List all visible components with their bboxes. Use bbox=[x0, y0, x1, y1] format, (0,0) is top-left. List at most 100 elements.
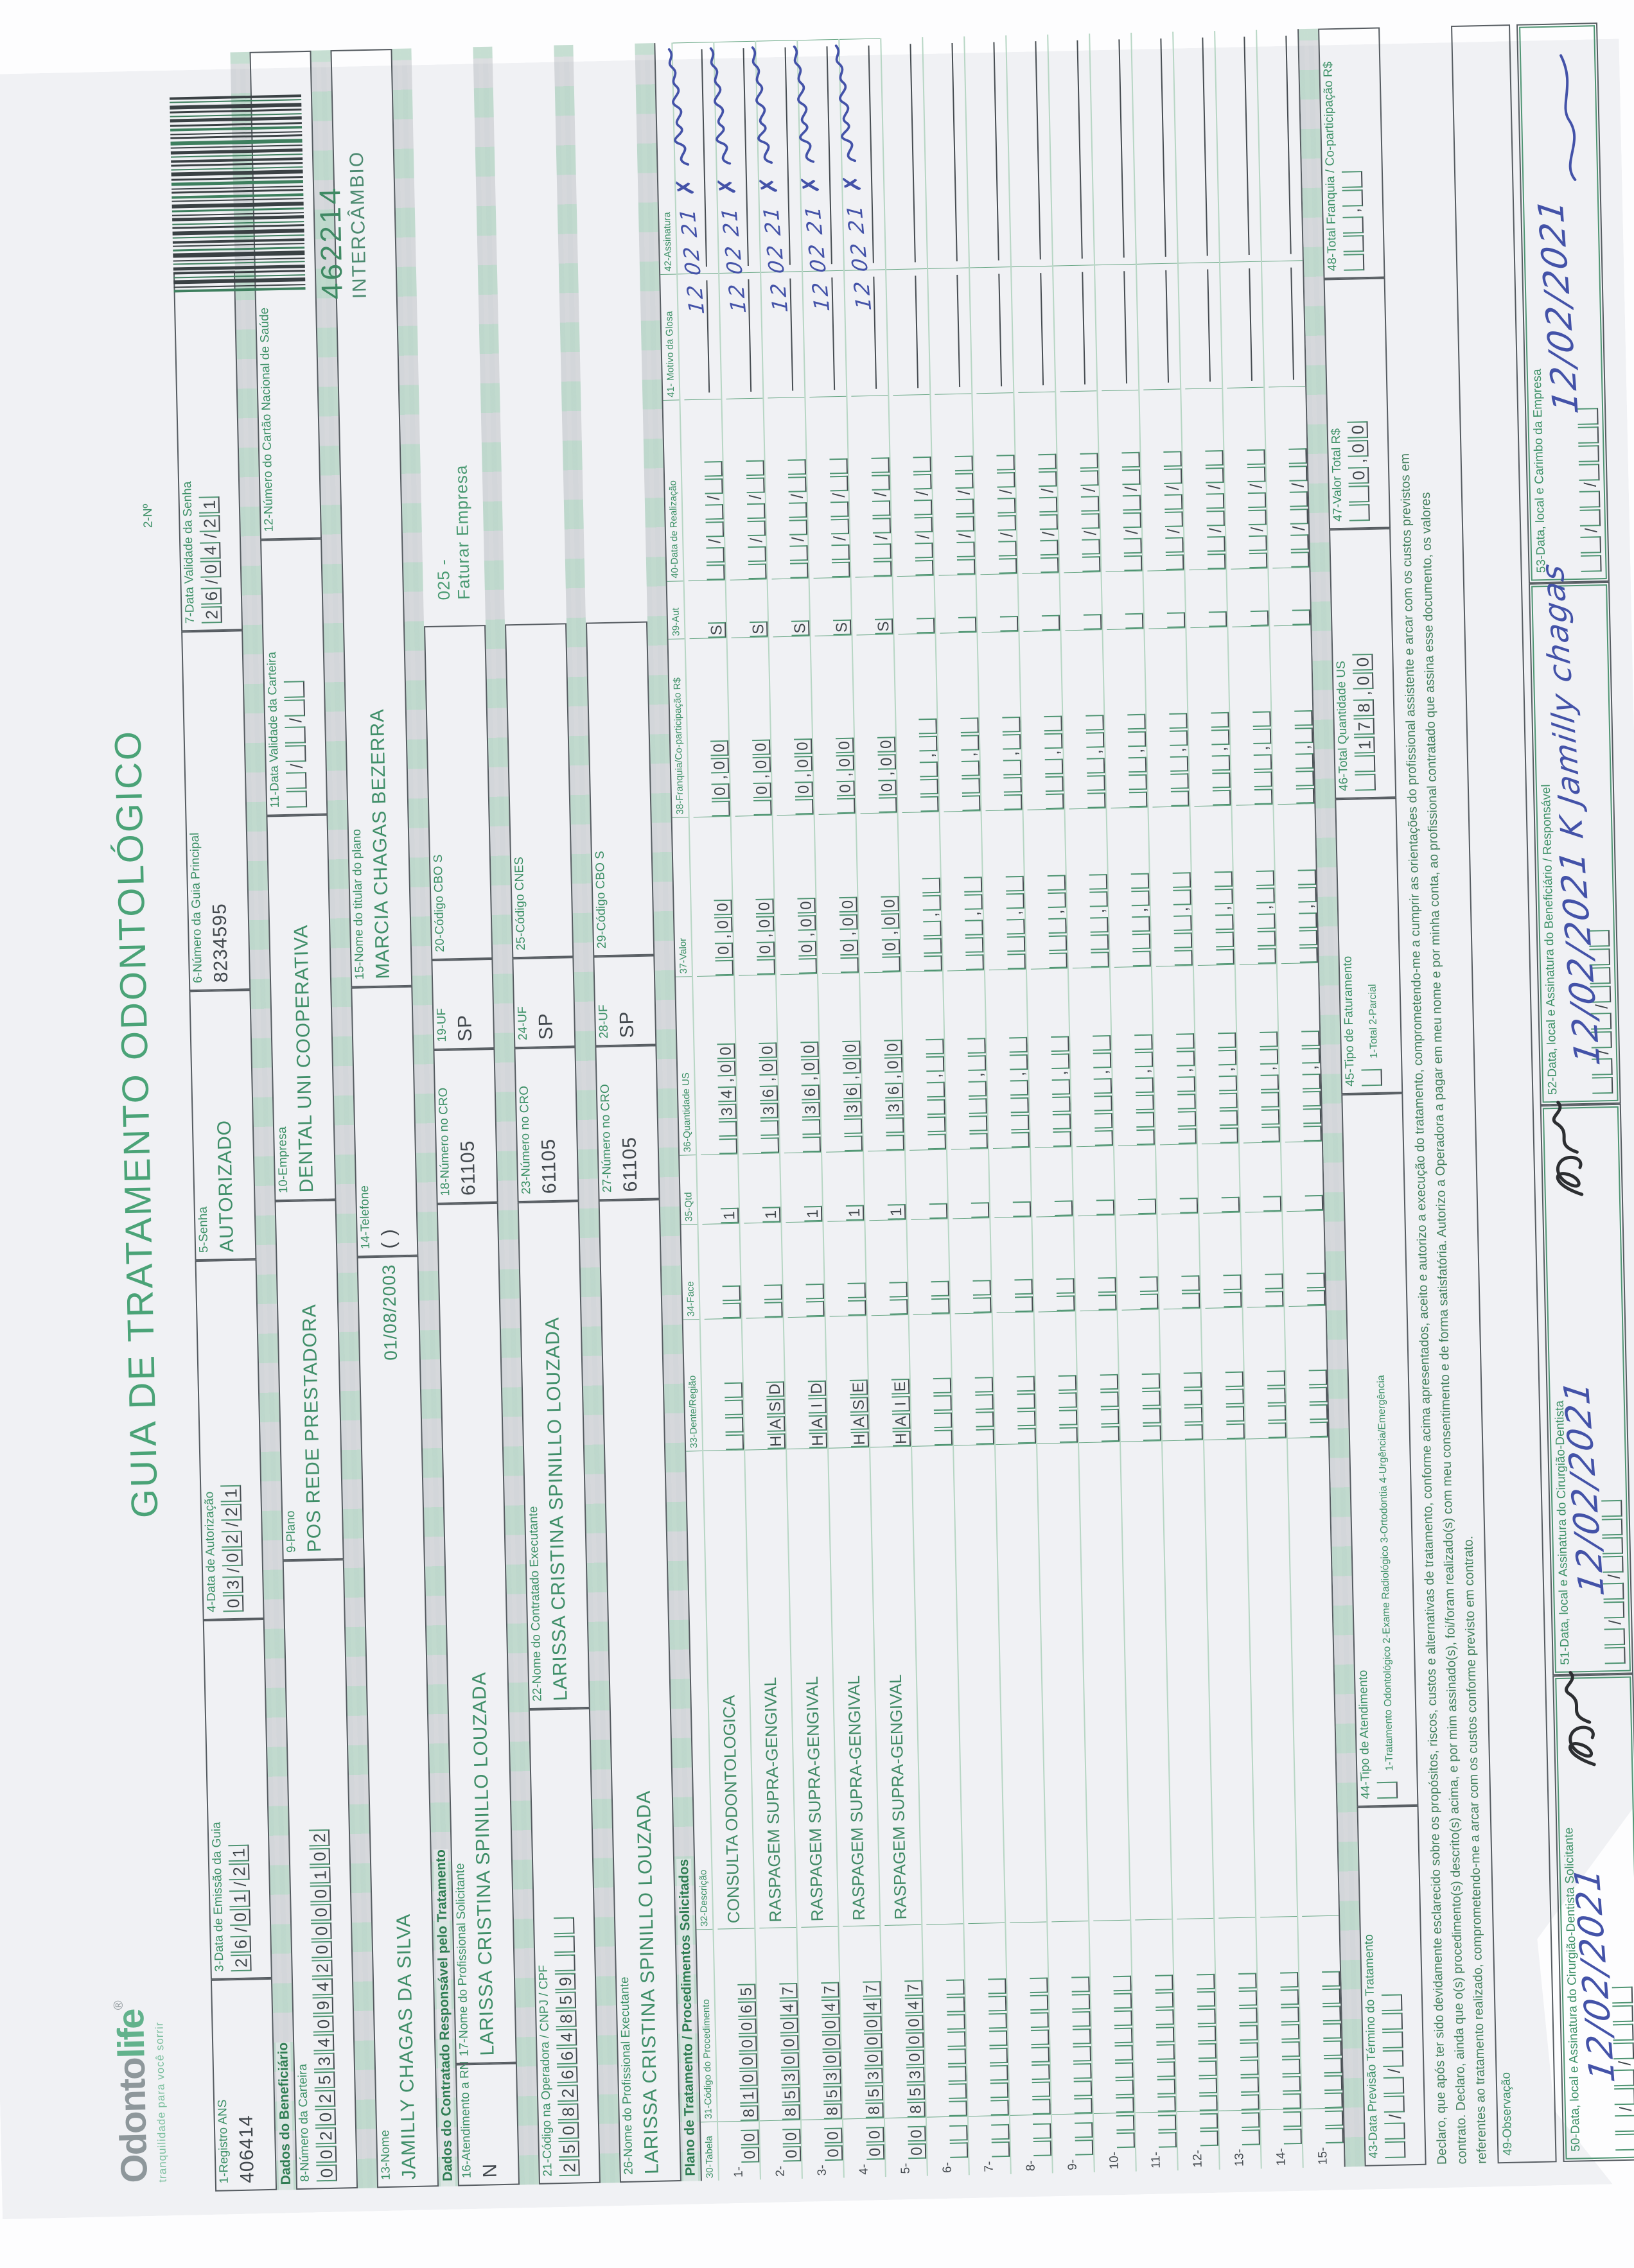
cell-qtd bbox=[1076, 1146, 1114, 1216]
cell-face bbox=[786, 1221, 824, 1317]
cell-assinatura bbox=[839, 38, 885, 270]
cell-aut bbox=[980, 573, 1018, 632]
cell-quantidade-us: , bbox=[1031, 968, 1071, 1147]
row-number: 8- bbox=[1024, 2160, 1051, 2172]
field-label: 19-UF bbox=[434, 967, 450, 1042]
cell-quantidade-us: , bbox=[947, 970, 988, 1149]
field-52-assinatura-beneficiario: 52-Data, local e Assinatura do Beneficiá… bbox=[1531, 584, 1619, 1103]
field-53-carimbo-empresa: 53-Data, local e Carimbo da Empresa / / … bbox=[1519, 25, 1607, 580]
cell-aut: S bbox=[772, 578, 810, 636]
cell-qtd: 1 bbox=[701, 1154, 739, 1224]
row-number: 5- bbox=[899, 2163, 926, 2174]
cell-codigo-procedimento bbox=[1302, 1915, 1343, 2109]
cell-dente-regiao bbox=[1205, 1307, 1244, 1440]
cell-motivo-glosa bbox=[678, 273, 721, 399]
field-value: 61105 bbox=[536, 1055, 561, 1194]
cell-valor: , bbox=[1236, 804, 1276, 964]
cell-quantidade-us: , bbox=[1156, 965, 1197, 1144]
cell-franquia: , bbox=[1148, 627, 1189, 807]
field-value: LARISSA CRISTINA SPINILLO LOUZADA bbox=[540, 1209, 572, 1702]
cell-motivo-glosa bbox=[1095, 264, 1138, 390]
cell-codigo-procedimento bbox=[1177, 1918, 1218, 2111]
field-label: 1-Registro ANS bbox=[213, 1987, 232, 2183]
cell-face bbox=[911, 1219, 949, 1314]
cell-dente-regiao bbox=[913, 1314, 953, 1446]
cell-assinatura bbox=[1215, 30, 1261, 262]
row-number: 6- bbox=[940, 2161, 968, 2173]
cell-descricao: RASPAGEM SUPRA-GENGIVAL bbox=[797, 1449, 827, 1926]
cell-aut bbox=[1022, 573, 1060, 631]
cell-descricao: RASPAGEM SUPRA-GENGIVAL bbox=[839, 1448, 869, 1926]
cell-dente-regiao bbox=[1164, 1308, 1203, 1440]
cell-valor: , bbox=[986, 810, 1026, 970]
company-signature-icon bbox=[1553, 52, 1594, 181]
date-boxes: / / bbox=[1577, 406, 1602, 572]
field-value: 61105 bbox=[617, 1053, 642, 1192]
cell-data-realizacao: / / bbox=[1269, 386, 1309, 568]
cell-descricao bbox=[1256, 1439, 1267, 1917]
cell-data-realizacao: / / bbox=[726, 398, 766, 580]
field-48-total-franquia: 48-Total Franquia / Co-participação R$ , bbox=[1318, 27, 1385, 279]
cell-valor: , bbox=[1111, 807, 1150, 967]
cell-dente-regiao bbox=[1080, 1310, 1120, 1442]
cell-franquia: , bbox=[981, 631, 1022, 810]
field-1-registro-ans: 1-Registro ANS 406414 bbox=[211, 1978, 277, 2192]
cell-codigo-procedimento bbox=[1260, 1916, 1301, 2109]
cell-descricao bbox=[964, 1445, 974, 1923]
cell-assinatura bbox=[672, 42, 718, 274]
field-2-numero-label: 2-Nº bbox=[141, 503, 156, 528]
cell-aut bbox=[1105, 571, 1143, 629]
procedures-table: 30-Tabela 31-Código do Procedimento 32-D… bbox=[654, 29, 1345, 2181]
cell-descricao: RASPAGEM SUPRA-GENGIVAL bbox=[881, 1447, 911, 1924]
row-number: 9- bbox=[1066, 2159, 1093, 2170]
row-number: 14- bbox=[1274, 2147, 1303, 2165]
cell-aut: S bbox=[856, 576, 893, 634]
cell-assinatura bbox=[798, 39, 843, 271]
cell-assinatura bbox=[1257, 29, 1303, 261]
cell-valor: , bbox=[1278, 803, 1317, 963]
cell-qtd bbox=[909, 1149, 947, 1219]
cell-assinatura bbox=[714, 41, 760, 273]
field-18-numero-cro: 18-Número no CRO 61105 bbox=[433, 1049, 498, 1204]
cell-franquia: , bbox=[1023, 631, 1064, 810]
row-number: 15- bbox=[1316, 2147, 1344, 2165]
cell-assinatura bbox=[965, 35, 1010, 267]
cell-assinatura bbox=[1006, 35, 1052, 266]
cell-face bbox=[1120, 1214, 1158, 1310]
dental-treatment-form: Odontolife® tranquilidade para você sorr… bbox=[47, 23, 1628, 2194]
field-label: 23-Número no CRO bbox=[517, 1056, 534, 1194]
field-label: 24-UF bbox=[515, 966, 531, 1040]
cell-qtd: 1 bbox=[868, 1150, 906, 1220]
cell-codigo-procedimento bbox=[1010, 1922, 1051, 2115]
cell-quantidade-us: , bbox=[906, 971, 946, 1150]
cell-data-realizacao: / / bbox=[1185, 388, 1226, 570]
cell-franquia: , bbox=[1232, 625, 1272, 805]
cell-tabela: 11- bbox=[1136, 2111, 1177, 2171]
tabela-boxes bbox=[1061, 2120, 1093, 2156]
cell-motivo-glosa bbox=[761, 271, 804, 397]
cell-motivo-glosa bbox=[719, 272, 762, 399]
cell-codigo-procedimento bbox=[1051, 1921, 1093, 2114]
cell-descricao: RASPAGEM SUPRA-GENGIVAL bbox=[755, 1450, 786, 1928]
tabela-boxes bbox=[1186, 2111, 1218, 2146]
cell-data-realizacao: / / bbox=[1018, 392, 1059, 573]
field-label: 9-Plano bbox=[277, 1208, 299, 1553]
cell-aut bbox=[1147, 570, 1185, 628]
cell-aut: S bbox=[689, 580, 726, 638]
cell-aut bbox=[938, 574, 976, 632]
